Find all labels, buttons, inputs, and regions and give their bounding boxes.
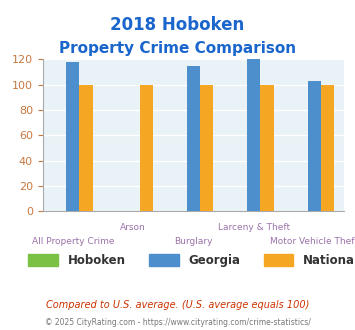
Bar [321,85,334,211]
Bar [140,85,153,211]
Text: Arson: Arson [120,223,146,232]
Text: Compared to U.S. average. (U.S. average equals 100): Compared to U.S. average. (U.S. average … [46,300,309,310]
Text: Motor Vehicle Theft: Motor Vehicle Theft [270,237,355,246]
Bar [307,81,321,211]
Text: All Property Crime: All Property Crime [32,237,114,246]
Bar [200,85,213,211]
Text: Property Crime Comparison: Property Crime Comparison [59,41,296,56]
Bar [247,59,261,211]
Bar [66,62,80,211]
Bar [80,85,93,211]
Text: 2018 Hoboken: 2018 Hoboken [110,16,245,35]
Legend: Hoboken, Georgia, National: Hoboken, Georgia, National [24,249,355,272]
Text: Larceny & Theft: Larceny & Theft [218,223,290,232]
Bar [187,66,200,211]
Bar [261,85,274,211]
Text: Burglary: Burglary [174,237,213,246]
Text: © 2025 CityRating.com - https://www.cityrating.com/crime-statistics/: © 2025 CityRating.com - https://www.city… [45,318,310,327]
